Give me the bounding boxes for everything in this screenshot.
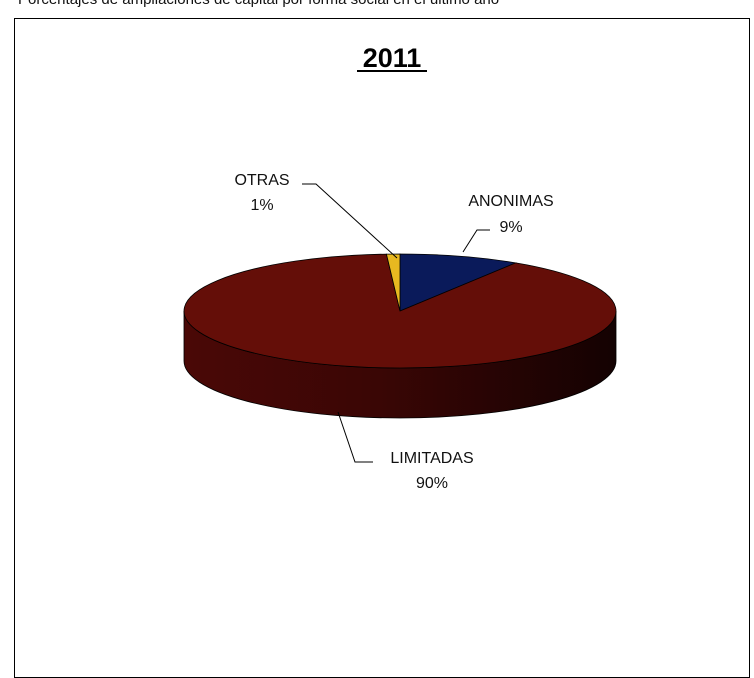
pie-slice-anonimas [399, 253, 518, 312]
slice-label-limitadas: LIMITADAS [390, 450, 473, 467]
slice-label-anonimas: ANONIMAS [468, 193, 553, 210]
slice-value-anonimas: 9% [499, 219, 522, 236]
pie-slice-limitadas [183, 253, 617, 369]
slice-label-otras: OTRAS [234, 172, 289, 189]
leader-line-limitadas [337, 411, 373, 463]
chart-caption: Porcentajes de ampliaciones de capital p… [18, 0, 499, 8]
leader-line-otras [302, 183, 398, 259]
pie-chart: 2011 ANONIMAS 9% LIMITADAS 90% OTRAS 1% [183, 43, 617, 492]
slice-value-limitadas: 90% [416, 475, 448, 492]
slice-value-otras: 1% [250, 197, 273, 214]
chart-title: 2011 [363, 43, 422, 73]
leader-line-anonimas [462, 229, 490, 253]
